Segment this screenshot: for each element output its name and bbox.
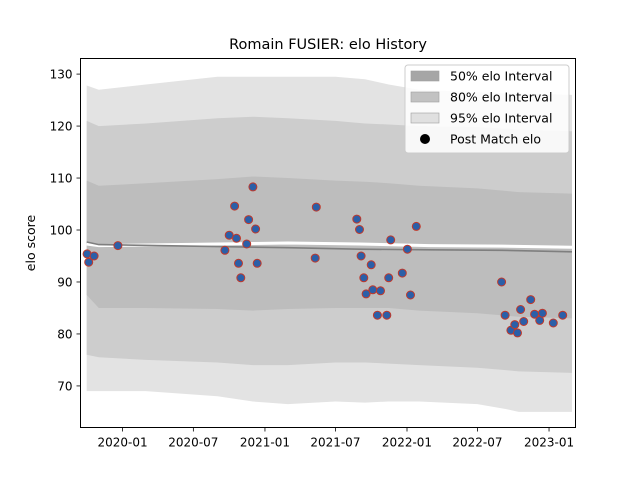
chart-title: Romain FUSIER: elo History (229, 37, 427, 53)
post-match-point-39 (519, 317, 529, 326)
post-match-point-34 (500, 310, 510, 320)
post-match-point-11 (244, 215, 254, 225)
post-match-point-33 (497, 277, 507, 287)
y-tick-label-6: 130 (50, 68, 73, 82)
x-tick-label-4: 2022-01 (382, 436, 432, 450)
y-tick-label-1: 80 (57, 327, 72, 341)
post-match-point-36 (510, 320, 520, 330)
post-match-point-28 (386, 235, 396, 245)
post-match-point-16 (311, 202, 321, 212)
post-match-point-17 (352, 214, 362, 224)
x-axis-ticks: 2020-01 2020-07 2021-01 2021-07 2022-01 2022-… (97, 427, 574, 450)
y-tick-label-0: 70 (57, 379, 72, 393)
y-tick-label-5: 120 (50, 120, 73, 134)
post-match-point-32 (411, 221, 421, 231)
plot-frame (80, 58, 576, 428)
elo-line-1 (86, 241, 573, 253)
legend-box (404, 64, 570, 154)
post-match-point-31 (406, 290, 415, 300)
post-match-point-26 (382, 310, 392, 320)
legend-label-3: Post Match elo (450, 132, 541, 147)
post-match-point-43 (537, 308, 547, 318)
interval-band-2 (86, 176, 572, 319)
post-match-point-15 (310, 253, 320, 263)
post-match-point-45 (558, 310, 568, 320)
post-match-point-18 (355, 225, 364, 234)
post-match-point-25 (376, 286, 385, 296)
post-match-point-20 (359, 273, 369, 283)
post-match-point-2 (89, 251, 99, 261)
x-tick-label-2: 2021-01 (240, 436, 290, 450)
post-match-point-7 (232, 233, 241, 243)
y-axis-ticks: 70 80 90 100 110 120 130 (50, 68, 81, 393)
post-match-point-5 (224, 230, 234, 240)
post-match-point-23 (368, 285, 378, 295)
legend-marker-3 (420, 134, 430, 144)
x-tick-label-6: 2023-01 (524, 436, 574, 450)
post-match-point-8 (234, 258, 243, 268)
legend-swatch-2 (410, 112, 440, 124)
post-match-point-9 (236, 273, 246, 283)
x-tick-label-5: 2022-07 (452, 436, 502, 450)
y-tick-label-2: 90 (57, 275, 72, 289)
x-tick-label-3: 2021-07 (310, 436, 360, 450)
post-match-point-38 (516, 305, 526, 314)
y-tick-label-3: 100 (50, 224, 73, 238)
post-match-point-40 (526, 295, 536, 305)
legend-swatch-1 (410, 91, 440, 103)
post-match-points (82, 182, 568, 338)
post-match-point-10 (242, 239, 252, 249)
post-match-point-27 (384, 273, 394, 283)
post-match-point-12 (248, 182, 258, 192)
post-match-point-6 (230, 201, 240, 211)
post-match-point-14 (252, 258, 262, 268)
post-match-point-37 (513, 328, 522, 338)
post-match-point-24 (372, 310, 382, 320)
x-tick-label-1: 2020-07 (168, 436, 218, 450)
post-match-point-4 (220, 245, 230, 255)
x-tick-label-0: 2020-01 (97, 436, 147, 450)
legend-label-1: 80% elo Interval (450, 90, 552, 105)
y-tick-label-4: 110 (50, 172, 73, 186)
legend-label-0: 50% elo Interval (450, 69, 552, 84)
legend-label-2: 95% elo Interval (450, 111, 552, 126)
post-match-point-3 (113, 241, 123, 251)
y-axis-label: elo score (23, 215, 38, 272)
legend-swatch-0 (410, 70, 440, 82)
post-match-point-1 (84, 257, 94, 267)
post-match-point-30 (402, 244, 412, 254)
post-match-point-22 (366, 260, 376, 270)
post-match-point-29 (397, 268, 407, 278)
post-match-point-19 (356, 251, 366, 261)
post-match-point-44 (548, 318, 558, 328)
post-match-point-21 (361, 289, 371, 299)
post-match-point-13 (251, 224, 261, 234)
legend: 50% elo Interval 80% elo Interval 95% elo … (404, 64, 570, 154)
